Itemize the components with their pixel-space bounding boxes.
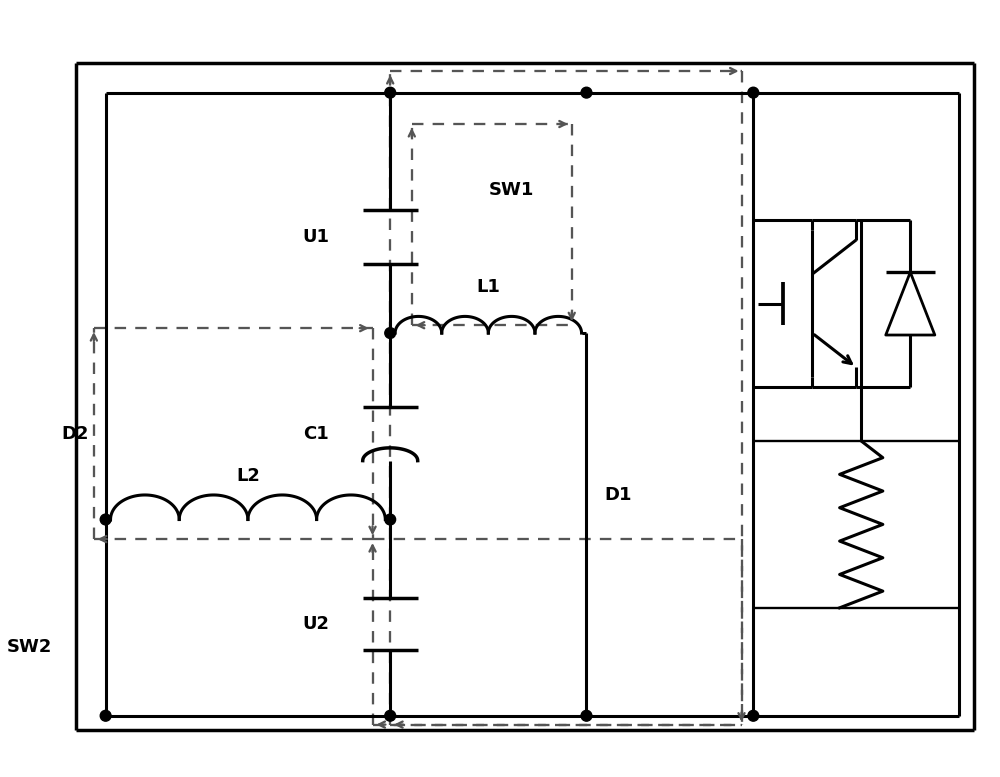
- Text: U2: U2: [302, 615, 329, 633]
- Circle shape: [581, 87, 592, 98]
- Circle shape: [581, 710, 592, 721]
- Circle shape: [100, 710, 111, 721]
- Text: D1: D1: [604, 486, 632, 504]
- Circle shape: [748, 87, 759, 98]
- Circle shape: [385, 87, 396, 98]
- Circle shape: [385, 514, 396, 525]
- Circle shape: [385, 710, 396, 721]
- Text: SW2: SW2: [6, 638, 52, 656]
- Text: U1: U1: [302, 228, 329, 246]
- Circle shape: [748, 710, 759, 721]
- Text: L1: L1: [476, 277, 500, 296]
- Text: L2: L2: [236, 467, 260, 485]
- Circle shape: [100, 514, 111, 525]
- Text: D2: D2: [61, 425, 89, 443]
- Circle shape: [385, 328, 396, 339]
- Text: C1: C1: [304, 425, 329, 443]
- Text: SW1: SW1: [489, 181, 534, 199]
